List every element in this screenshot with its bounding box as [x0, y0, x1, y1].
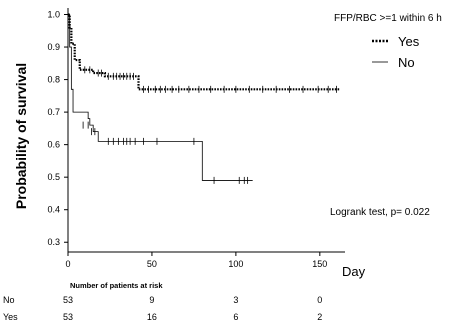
risk-row-label: Yes: [3, 312, 18, 322]
x-tick-label: 100: [228, 259, 243, 269]
series-layer: [68, 13, 340, 184]
y-axis-label: Probability of survival: [13, 63, 29, 209]
y-tick-label: 0.6: [47, 140, 60, 150]
logrank-annotation: Logrank test, p= 0.022: [330, 207, 430, 218]
risk-count: 3: [233, 295, 238, 305]
risk-count: 16: [147, 312, 157, 322]
legend-title: FFP/RBC >=1 within 6 h: [334, 13, 442, 24]
y-tick-label: 0.3: [47, 237, 60, 247]
risk-count: 53: [63, 295, 73, 305]
legend-label-yes: Yes: [398, 34, 420, 49]
y-tick-label: 0.7: [47, 107, 60, 117]
risk-count: 53: [63, 312, 73, 322]
risk-table-rows: No 53 9 3 0 Yes 53 16 6 2: [3, 295, 322, 322]
x-ticks: 0 50 100 150: [65, 252, 327, 269]
legend-label-no: No: [398, 55, 415, 70]
risk-count: 6: [233, 312, 238, 322]
y-tick-label: 0.8: [47, 75, 60, 85]
risk-count: 2: [317, 312, 322, 322]
series-line-no: [68, 14, 253, 181]
risk-table-title: Number of patients at risk: [70, 281, 163, 290]
y-tick-label: 1.0: [47, 10, 60, 20]
legend: FFP/RBC >=1 within 6 h Yes No: [334, 13, 442, 70]
series-no: [68, 14, 253, 184]
series-line-yes: [68, 13, 340, 91]
y-tick-label: 0.4: [47, 205, 60, 215]
x-tick-label: 150: [312, 259, 327, 269]
x-tick-label: 0: [65, 259, 70, 269]
risk-count: 0: [317, 295, 322, 305]
x-tick-label: 50: [147, 259, 157, 269]
y-ticks: 0.3 0.4 0.5 0.6 0.7 0.8 0.9 1.0: [47, 10, 68, 247]
y-tick-label: 0.5: [47, 172, 60, 182]
risk-count: 9: [149, 295, 154, 305]
risk-table: Number of patients at risk No 53 9 3 0 Yes 53 1…: [3, 281, 322, 322]
x-axis-label: Day: [342, 264, 366, 279]
axes: 0.3 0.4 0.5 0.6 0.7 0.8 0.9 1.0 0 50 100 150: [47, 8, 345, 269]
series-yes: [68, 13, 340, 93]
risk-row-label: No: [3, 295, 15, 305]
y-tick-label: 0.9: [47, 42, 60, 52]
